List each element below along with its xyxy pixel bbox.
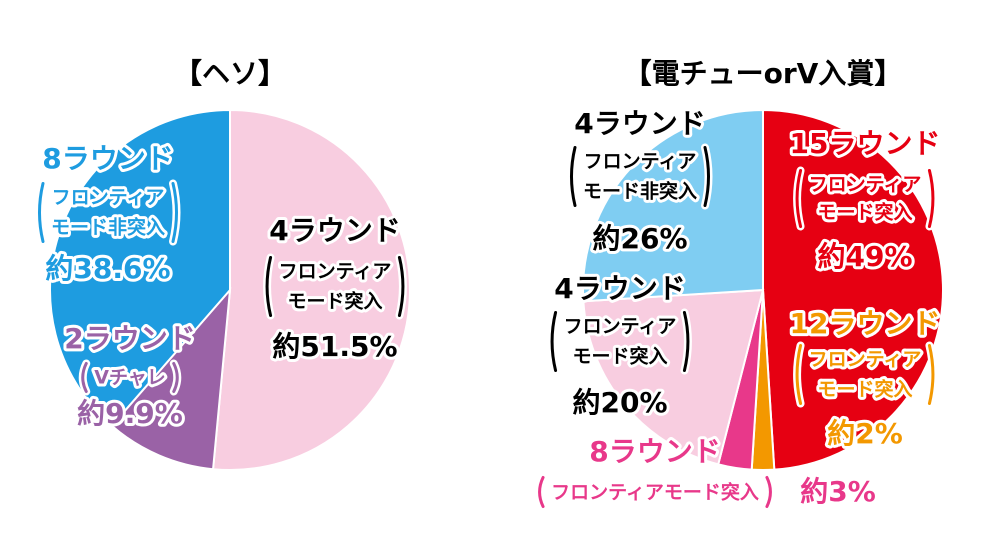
paren	[703, 146, 711, 207]
slice-sublabel: モード突入	[817, 201, 912, 224]
slice-category: 8ラウンド	[42, 142, 173, 175]
slice-sublabel: フロンティア	[564, 316, 677, 338]
slice-sublabel: フロンティアモード突入	[551, 481, 759, 504]
paren	[265, 256, 273, 317]
slice-category: 15ラウンド	[790, 127, 941, 160]
pie-slice	[49, 108, 231, 428]
chart-title: 【電チューorV入賞】	[624, 57, 903, 90]
slice-sublabel: フロンティア	[809, 174, 922, 196]
slice-category: 8ラウンド	[589, 435, 720, 468]
chart-title: 【ヘソ】	[174, 57, 286, 90]
paren	[795, 169, 803, 228]
paren	[81, 362, 88, 393]
slice-sublabel: モード突入	[817, 378, 912, 401]
paren	[397, 256, 405, 317]
pie-slice	[110, 286, 232, 471]
slice-category: 12ラウンド	[790, 307, 941, 340]
slice-value-label: 約26%	[592, 222, 687, 255]
pie-slice	[582, 108, 764, 303]
paren	[37, 182, 45, 243]
paren	[927, 344, 935, 405]
paren	[569, 146, 577, 207]
paren	[538, 476, 545, 508]
paren	[682, 311, 690, 372]
slice-value-label: 約51.5%	[272, 330, 397, 363]
slice-category: 2ラウンド	[64, 322, 195, 355]
pie-slice	[582, 288, 765, 466]
slice-sublabel: モード非突入	[51, 216, 165, 239]
paren	[765, 476, 772, 508]
slice-sublabel: フロンティア	[584, 151, 697, 173]
slice-value-label: 約9.9%	[77, 397, 183, 430]
paren	[171, 182, 179, 243]
slice-value-label: 約38.6%	[45, 252, 170, 285]
paren	[550, 311, 558, 372]
slice-sublabel: フロンティア	[279, 261, 392, 283]
slice-sublabel: フロンティア	[809, 349, 922, 371]
slice-category: 4ラウンド	[554, 272, 685, 305]
pie-slice	[211, 108, 411, 471]
slice-category: 4ラウンド	[574, 107, 705, 140]
slice-sublabel: モード突入	[287, 290, 382, 313]
slice-value-label: 約20%	[572, 386, 667, 419]
paren	[795, 344, 803, 405]
slice-value-label: 約2%	[827, 417, 903, 450]
slice-sublabel: フロンティア	[52, 187, 165, 209]
slice-sublabel: Vチャレ	[94, 367, 166, 389]
slice-category: 4ラウンド	[269, 214, 400, 247]
slice-sublabel: モード突入	[572, 345, 667, 368]
slice-value-label: 約3%	[800, 475, 876, 508]
slice-sublabel: モード非突入	[583, 180, 697, 203]
paren	[172, 362, 179, 393]
paren	[927, 169, 935, 228]
pie-slice	[762, 108, 944, 471]
slice-value-label: 約49%	[817, 240, 912, 273]
